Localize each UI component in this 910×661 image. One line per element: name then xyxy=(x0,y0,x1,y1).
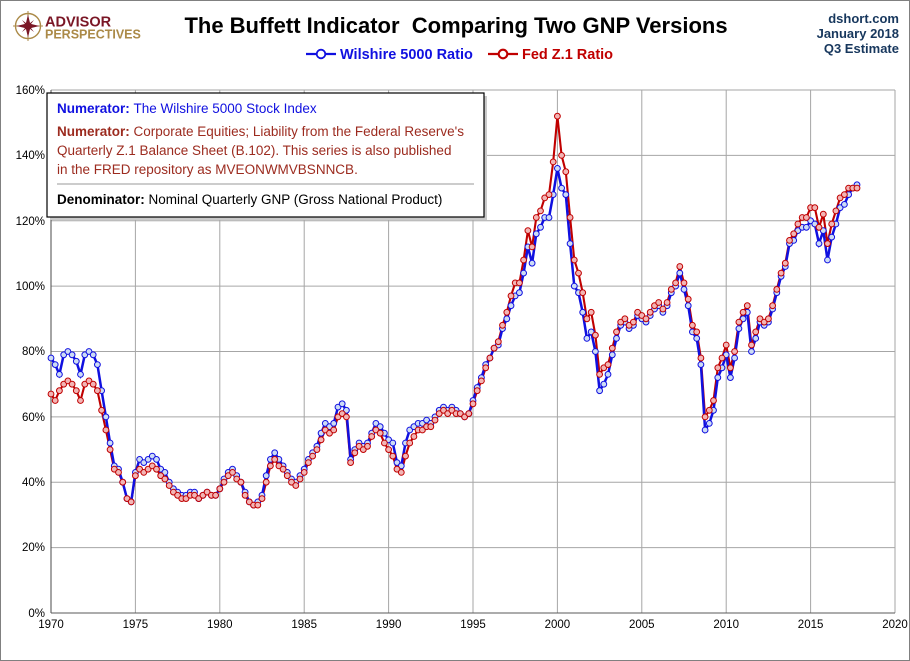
svg-text:Fed Z.1 Ratio: Fed Z.1 Ratio xyxy=(522,47,613,63)
svg-text:2015: 2015 xyxy=(798,619,824,631)
svg-text:2005: 2005 xyxy=(629,619,655,631)
svg-text:Wilshire 5000 Ratio: Wilshire 5000 Ratio xyxy=(340,47,473,63)
svg-text:1995: 1995 xyxy=(460,619,486,631)
svg-text:Quarterly Z.1 Balance Sheet (B: Quarterly Z.1 Balance Sheet (B.102). Thi… xyxy=(57,143,451,158)
svg-text:1970: 1970 xyxy=(38,619,64,631)
svg-text:2000: 2000 xyxy=(545,619,571,631)
svg-text:Denominator: Nominal Quarterly: Denominator: Nominal Quarterly GNP (Gros… xyxy=(57,192,442,207)
svg-text:1990: 1990 xyxy=(376,619,402,631)
svg-text:Numerator: The Wilshire 5000 S: Numerator: The Wilshire 5000 Stock Index xyxy=(57,101,317,116)
svg-text:120%: 120% xyxy=(16,216,45,228)
svg-text:2020: 2020 xyxy=(882,619,908,631)
svg-text:20%: 20% xyxy=(22,542,45,554)
svg-text:140%: 140% xyxy=(16,150,45,162)
svg-text:Numerator: Corporate Equities;: Numerator: Corporate Equities; Liability… xyxy=(57,124,464,139)
svg-text:80%: 80% xyxy=(22,346,45,358)
svg-text:2010: 2010 xyxy=(713,619,739,631)
svg-text:in the FRED repository as MVEO: in the FRED repository as MVEONWMVBSNNCB… xyxy=(57,162,358,177)
svg-text:160%: 160% xyxy=(16,85,45,97)
svg-text:1985: 1985 xyxy=(291,619,317,631)
svg-text:60%: 60% xyxy=(22,412,45,424)
svg-text:1980: 1980 xyxy=(207,619,233,631)
svg-text:40%: 40% xyxy=(22,477,45,489)
svg-text:1975: 1975 xyxy=(123,619,149,631)
svg-text:100%: 100% xyxy=(16,281,45,293)
